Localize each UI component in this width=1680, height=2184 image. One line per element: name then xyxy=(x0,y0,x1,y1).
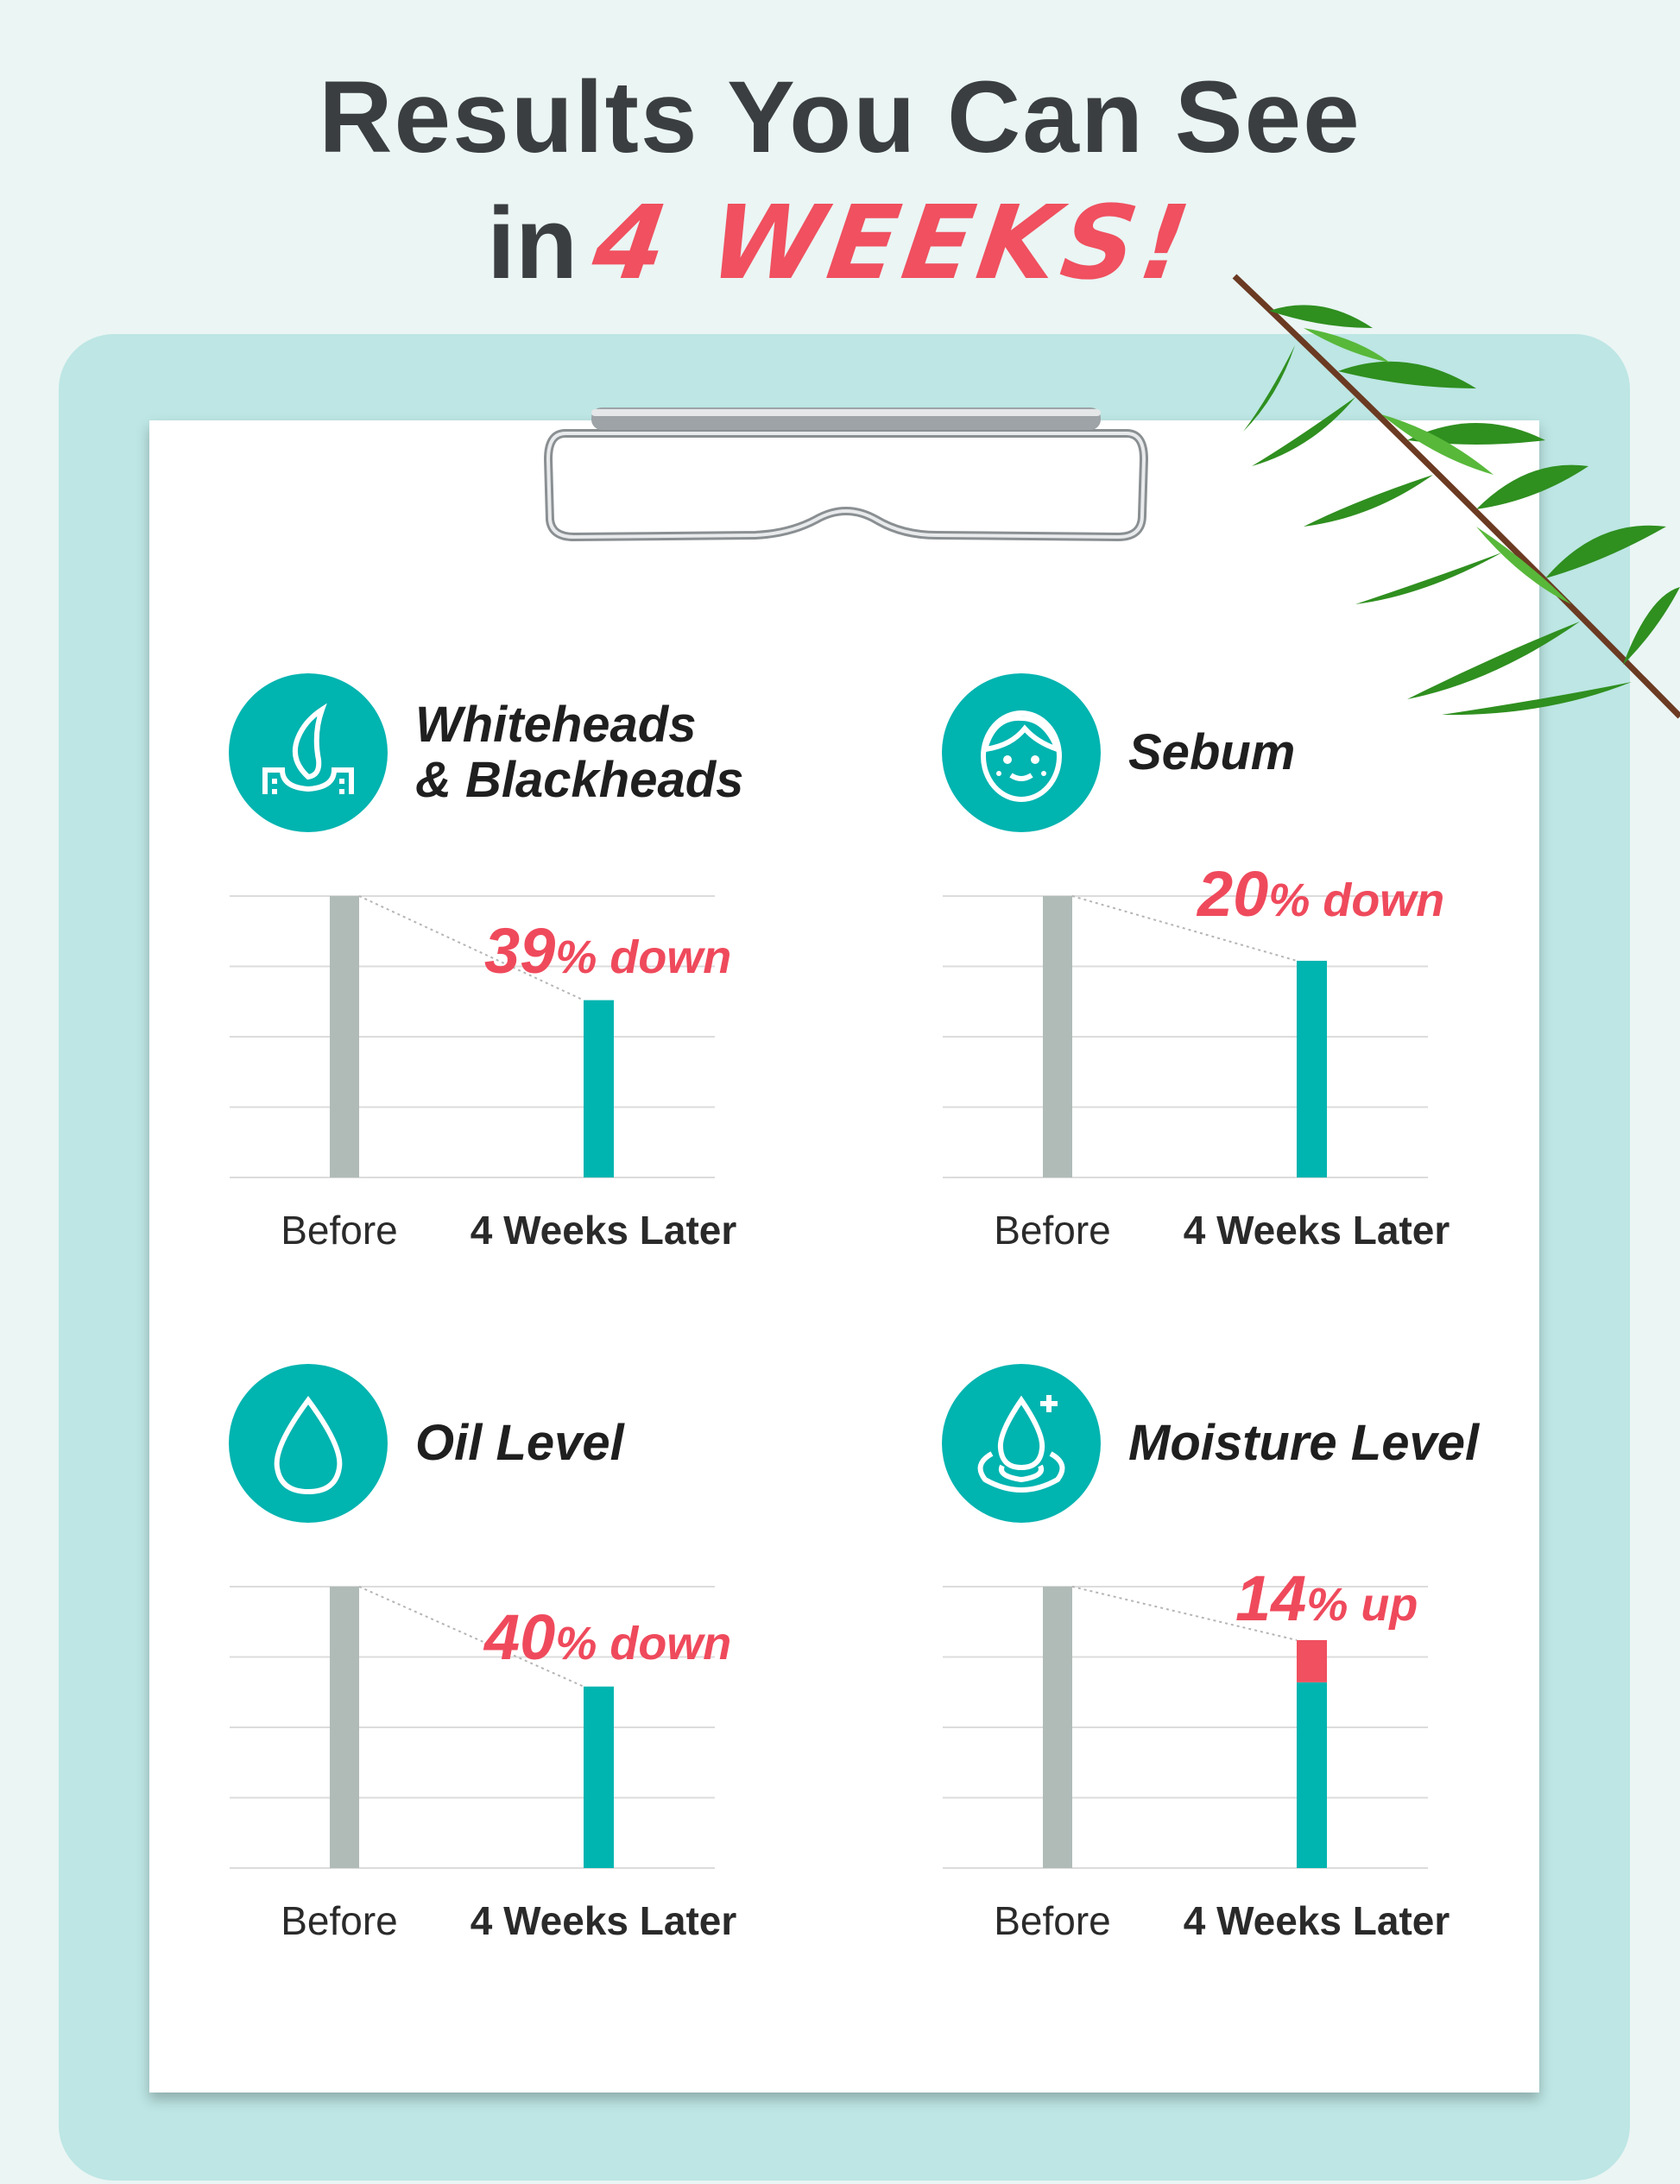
metric-panel: Moisture Level 14% up Before 4 Weeks Later xyxy=(862,1364,1576,2055)
face-icon xyxy=(942,673,1101,832)
drop-icon xyxy=(229,1364,388,1523)
bar-before xyxy=(330,1587,359,1868)
bar-before xyxy=(1043,1587,1072,1868)
x-label-before: Before xyxy=(281,1208,398,1253)
bar-chart xyxy=(230,1586,715,1869)
bar-after-increase xyxy=(1297,1639,1327,1682)
panel-title-line: & Blackheads xyxy=(415,752,744,808)
change-suffix: % up xyxy=(1306,1578,1418,1631)
metric-panel: Sebum 20% down Before 4 Weeks Later xyxy=(862,673,1576,1364)
tea-tree-branch-icon xyxy=(1232,274,1680,719)
x-label-before: Before xyxy=(994,1208,1111,1253)
subtitle-accent: 4 WEEKS! xyxy=(586,183,1202,302)
change-number: 39 xyxy=(484,914,556,987)
trend-dotted-line xyxy=(1071,895,1298,962)
change-annotation: 39% down xyxy=(484,914,731,988)
bar-chart xyxy=(943,1586,1428,1869)
panel-title-line: Oil Level xyxy=(415,1415,624,1471)
panel-title: Moisture Level xyxy=(1128,1416,1479,1471)
change-number: 14 xyxy=(1235,1562,1307,1634)
page-subtitle: in4 WEEKS! xyxy=(0,183,1680,302)
panel-title-line: Whiteheads xyxy=(415,697,697,753)
panel-title: Whiteheads & Blackheads xyxy=(415,697,743,808)
bar-after xyxy=(1297,1682,1327,1868)
x-label-after: 4 Weeks Later xyxy=(1183,1208,1450,1253)
bar-before xyxy=(1043,896,1072,1177)
trend-dotted-line xyxy=(1071,1586,1298,1641)
change-annotation: 14% up xyxy=(1235,1562,1418,1635)
drop-ripple-plus-icon xyxy=(942,1364,1101,1523)
x-label-after: 4 Weeks Later xyxy=(470,1898,737,1943)
bar-chart xyxy=(943,895,1428,1178)
hair-follicle-icon xyxy=(229,673,388,832)
change-annotation: 20% down xyxy=(1197,857,1444,931)
change-suffix: % down xyxy=(555,1617,732,1670)
x-label-before: Before xyxy=(281,1898,398,1943)
metric-panel: Oil Level 40% down Before 4 Weeks Later xyxy=(149,1364,862,2055)
x-label-after: 4 Weeks Later xyxy=(470,1208,737,1253)
page-title: Results You Can See xyxy=(319,60,1361,174)
bar-after xyxy=(1297,960,1327,1177)
metric-panel: Whiteheads & Blackheads 39% down Before 4 We… xyxy=(149,673,862,1364)
bar-chart xyxy=(230,895,715,1178)
x-label-after: 4 Weeks Later xyxy=(1183,1898,1450,1943)
change-annotation: 40% down xyxy=(484,1600,731,1674)
panel-title: Sebum xyxy=(1128,725,1295,780)
bar-before xyxy=(330,896,359,1177)
panel-title: Oil Level xyxy=(415,1416,624,1471)
clipboard-clip-icon xyxy=(543,407,1149,542)
x-label-before: Before xyxy=(994,1898,1111,1943)
change-number: 40 xyxy=(484,1600,556,1673)
trend-dotted-line xyxy=(358,895,584,1001)
trend-dotted-line xyxy=(358,1586,584,1688)
change-number: 20 xyxy=(1197,857,1269,930)
panel-title-line: Sebum xyxy=(1128,724,1296,780)
panel-title-line: Moisture Level xyxy=(1128,1415,1480,1471)
change-suffix: % down xyxy=(555,931,732,983)
subtitle-prefix: in xyxy=(487,186,578,300)
bar-after xyxy=(584,1686,614,1868)
bar-after xyxy=(584,1000,614,1177)
change-suffix: % down xyxy=(1268,874,1445,926)
